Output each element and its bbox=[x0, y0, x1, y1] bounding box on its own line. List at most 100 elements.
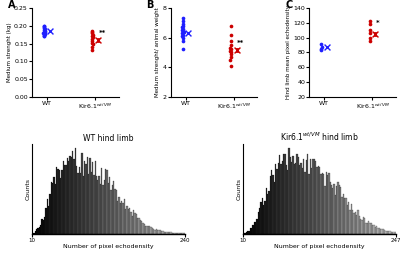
Bar bbox=[146, 226, 148, 234]
Point bbox=[179, 25, 186, 29]
Bar bbox=[92, 162, 93, 234]
Bar bbox=[288, 148, 290, 234]
Bar bbox=[256, 219, 258, 234]
Point bbox=[318, 48, 324, 52]
Bar bbox=[121, 201, 122, 234]
Bar bbox=[359, 216, 360, 234]
Bar bbox=[383, 229, 384, 234]
Point bbox=[90, 33, 96, 37]
Bar bbox=[150, 227, 152, 234]
Bar bbox=[302, 168, 303, 234]
Bar bbox=[258, 212, 259, 234]
Bar bbox=[311, 168, 312, 234]
Bar bbox=[55, 184, 56, 234]
Bar bbox=[322, 173, 323, 234]
Bar bbox=[303, 159, 304, 234]
Point bbox=[228, 47, 234, 52]
Bar bbox=[389, 231, 391, 234]
Bar bbox=[110, 190, 112, 234]
Bar bbox=[272, 175, 274, 234]
Bar bbox=[116, 190, 117, 234]
Text: **: ** bbox=[98, 30, 106, 36]
Bar bbox=[299, 165, 300, 234]
Bar bbox=[178, 233, 180, 234]
Point bbox=[40, 33, 47, 37]
Bar bbox=[44, 217, 45, 234]
Point bbox=[180, 19, 186, 23]
Bar bbox=[266, 188, 267, 234]
Bar bbox=[279, 155, 280, 234]
Point bbox=[324, 45, 330, 49]
Bar bbox=[387, 231, 388, 234]
Bar bbox=[114, 189, 116, 234]
Bar bbox=[77, 173, 78, 234]
Bar bbox=[391, 232, 392, 234]
Bar bbox=[98, 176, 100, 234]
Bar bbox=[270, 176, 271, 234]
Bar bbox=[60, 178, 61, 234]
Bar bbox=[93, 175, 94, 234]
Point bbox=[180, 26, 186, 30]
Y-axis label: Counts: Counts bbox=[26, 178, 31, 200]
Bar bbox=[89, 157, 90, 234]
Bar bbox=[161, 231, 162, 234]
Bar bbox=[327, 175, 328, 234]
Bar bbox=[244, 233, 246, 234]
Bar bbox=[62, 161, 64, 234]
Bar bbox=[144, 224, 145, 234]
Point bbox=[88, 34, 95, 38]
Bar bbox=[168, 232, 169, 234]
Bar bbox=[384, 230, 385, 234]
Point bbox=[185, 31, 192, 35]
Bar bbox=[379, 229, 380, 234]
Bar bbox=[49, 194, 51, 234]
Bar bbox=[88, 174, 89, 234]
Bar bbox=[174, 233, 176, 234]
Point bbox=[180, 36, 186, 40]
Bar bbox=[68, 161, 69, 234]
Bar bbox=[66, 158, 68, 234]
Bar bbox=[141, 220, 142, 234]
Bar bbox=[286, 165, 287, 234]
Point bbox=[227, 46, 234, 50]
Bar bbox=[247, 231, 248, 234]
Bar bbox=[291, 162, 292, 234]
Bar bbox=[251, 228, 252, 234]
Point bbox=[89, 30, 95, 34]
Point bbox=[89, 39, 95, 43]
Bar bbox=[254, 223, 255, 234]
Point bbox=[180, 24, 186, 28]
Bar bbox=[84, 161, 85, 234]
Point bbox=[366, 19, 373, 23]
Bar bbox=[154, 230, 156, 234]
Bar bbox=[69, 156, 70, 234]
Point bbox=[318, 47, 324, 51]
Point bbox=[228, 38, 234, 42]
Point bbox=[88, 45, 95, 49]
Bar bbox=[90, 172, 92, 234]
Point bbox=[47, 29, 53, 33]
Bar bbox=[117, 201, 118, 234]
Point bbox=[180, 29, 187, 34]
Bar bbox=[158, 230, 160, 234]
Point bbox=[89, 41, 95, 45]
Bar bbox=[364, 218, 366, 234]
Bar bbox=[320, 174, 322, 234]
Bar bbox=[355, 212, 356, 234]
Bar bbox=[140, 220, 141, 234]
Point bbox=[89, 29, 95, 33]
Bar bbox=[368, 221, 370, 234]
X-axis label: Number of pixel echodensity: Number of pixel echodensity bbox=[63, 244, 154, 249]
Bar bbox=[376, 226, 377, 234]
Point bbox=[228, 51, 234, 55]
Bar bbox=[108, 183, 109, 234]
Bar bbox=[314, 160, 315, 234]
Bar bbox=[275, 165, 276, 234]
Point bbox=[227, 58, 234, 62]
Bar bbox=[72, 151, 73, 234]
Point bbox=[228, 43, 234, 47]
Bar bbox=[64, 165, 65, 234]
Bar bbox=[102, 185, 104, 234]
Bar bbox=[36, 230, 37, 234]
Bar bbox=[85, 164, 86, 234]
